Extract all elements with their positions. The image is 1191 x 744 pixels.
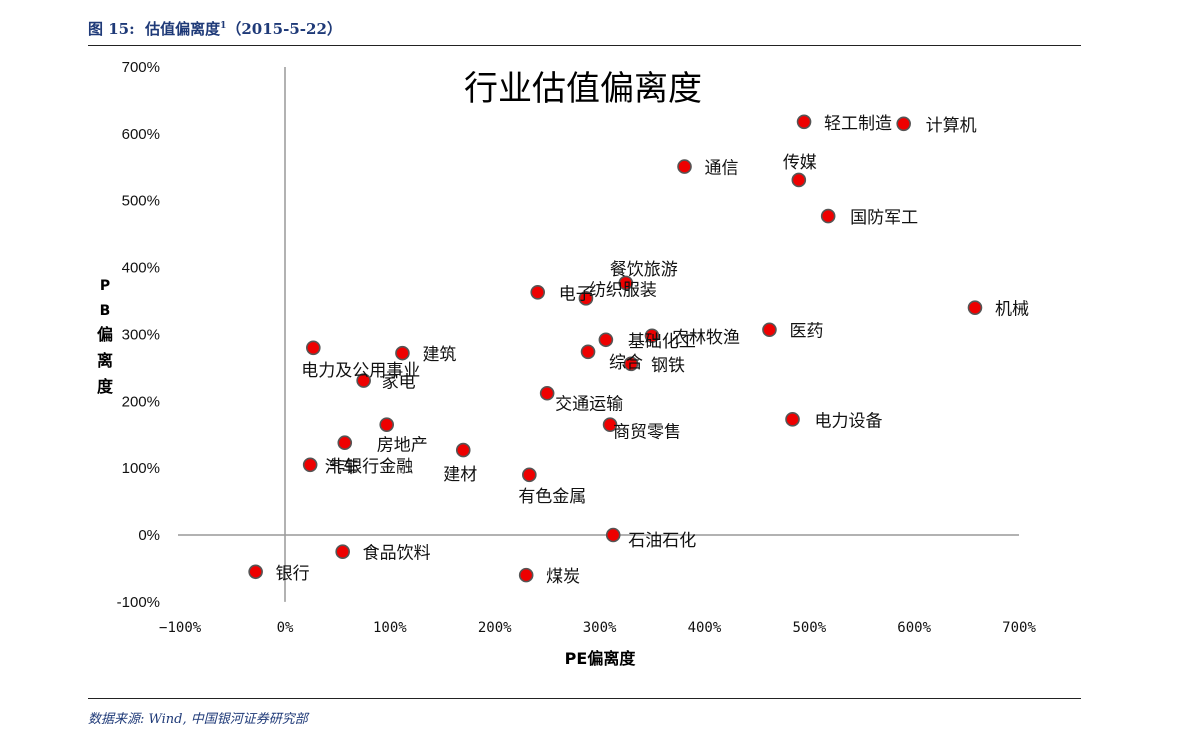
point-label: 银行: [276, 564, 310, 584]
y-tick-label: 400%: [122, 260, 160, 277]
point-label: 国防军工: [850, 208, 918, 228]
data-point: [677, 159, 692, 174]
point-label: 电力设备: [815, 411, 883, 431]
y-tick-labels: -100% 0% 100% 200% 300% 400% 500% 600% 700%: [117, 59, 160, 611]
data-point: [967, 300, 983, 315]
figure-caption-footnote: 1: [220, 21, 227, 31]
point-label: 通信: [705, 159, 739, 179]
data-point: [602, 417, 618, 432]
data-point: [395, 345, 410, 361]
data-point: [623, 356, 639, 372]
y-tick-label: 100%: [122, 460, 160, 477]
data-point: [796, 114, 812, 130]
point-label: 电力及公用事业: [301, 361, 420, 381]
point-label: 家电: [382, 373, 416, 393]
data-point: [356, 373, 371, 388]
y-tick-label: 0%: [138, 527, 160, 544]
x-tick-label: 500%: [792, 620, 826, 636]
bottom-rule: [88, 698, 1081, 699]
y-tick-label: 300%: [122, 326, 160, 343]
y-axis-label-char: 度: [97, 377, 114, 396]
point-label: 非银行金融: [328, 457, 413, 477]
point-label: 医药: [789, 322, 823, 342]
chart-axes: [178, 66, 1020, 602]
point-label: 基础化工: [628, 332, 696, 352]
point-label: 计算机: [926, 116, 977, 136]
y-tick-label: 500%: [122, 193, 160, 210]
data-point: [530, 284, 546, 300]
chart-title: 行业估值偏离度: [464, 69, 702, 109]
point-label: 农林牧渔: [672, 328, 740, 348]
point-label: 餐饮旅游: [610, 260, 678, 280]
point-label: 石油石化: [628, 531, 696, 551]
point-label: 商贸零售: [613, 423, 681, 443]
data-point: [539, 385, 555, 401]
data-point: [337, 435, 353, 451]
data-point: [896, 116, 911, 132]
figure-number: 图 15:: [88, 20, 135, 38]
point-label: 电子: [559, 284, 593, 304]
figure-date: （2015-5-22）: [226, 20, 342, 38]
point-label: 房地产: [377, 436, 428, 456]
y-axis-label-char: 离: [97, 351, 113, 370]
x-axis-label: PE偏离度: [565, 649, 637, 668]
x-tick-label: 600%: [897, 620, 931, 636]
point-label: 煤炭: [546, 567, 580, 587]
data-point: [248, 564, 263, 580]
y-axis-label-char: P: [100, 278, 110, 294]
x-tick-label: −100%: [159, 620, 202, 636]
x-tick-label: 300%: [583, 620, 617, 636]
data-point: [598, 332, 614, 348]
y-tick-label: 700%: [122, 59, 160, 76]
y-axis-label-char: 偏: [97, 325, 113, 344]
x-tick-label: 100%: [373, 620, 407, 636]
data-point: [644, 328, 660, 344]
point-label: 综合: [609, 353, 643, 373]
point-label: 建筑: [422, 345, 456, 365]
y-tick-label: 200%: [122, 393, 160, 410]
data-point: [605, 527, 621, 543]
data-point: [522, 467, 537, 483]
source-note: 数据来源: Wind, 中国银河证券研究部: [88, 712, 308, 727]
y-axis-label-char: B: [100, 303, 111, 319]
data-point: [762, 322, 777, 338]
point-label: 机械: [995, 300, 1029, 320]
point-label: 有色金属: [518, 487, 586, 507]
x-tick-labels: −100% 0% 100% 200% 300% 400% 500% 600% 700%: [159, 620, 1036, 636]
x-tick-label: 0%: [277, 620, 294, 636]
data-point: [455, 442, 471, 458]
data-point: [785, 412, 800, 427]
point-label: 轻工制造: [824, 114, 892, 134]
data-point: [578, 291, 594, 306]
point-label: 钢铁: [651, 356, 685, 376]
data-point: [618, 275, 634, 291]
data-point: [335, 544, 350, 560]
data-point: [379, 417, 395, 432]
y-tick-label: 600%: [122, 126, 160, 143]
data-point: [302, 457, 318, 473]
figure-caption-text: 估值偏离度: [145, 20, 221, 38]
top-rule: [88, 45, 1081, 46]
x-tick-label: 200%: [478, 620, 512, 636]
point-label: 食品饮料: [363, 544, 431, 564]
data-point: [791, 172, 807, 188]
data-points: [248, 114, 983, 583]
point-label: 建材: [443, 465, 477, 485]
figure-caption: 图 15: 估值偏离度1（2015-5-22）: [88, 18, 342, 39]
data-point: [518, 567, 534, 583]
x-tick-label: 700%: [1002, 620, 1036, 636]
data-point: [820, 208, 836, 224]
point-label: 交通运输: [555, 394, 623, 414]
point-label: 汽车: [325, 458, 359, 478]
y-tick-label: -100%: [117, 594, 160, 611]
data-point: [580, 344, 596, 360]
point-label: 传媒: [783, 153, 817, 173]
x-tick-label: 400%: [688, 620, 722, 636]
point-label: 纺织服装: [589, 280, 657, 300]
data-point: [306, 340, 321, 356]
